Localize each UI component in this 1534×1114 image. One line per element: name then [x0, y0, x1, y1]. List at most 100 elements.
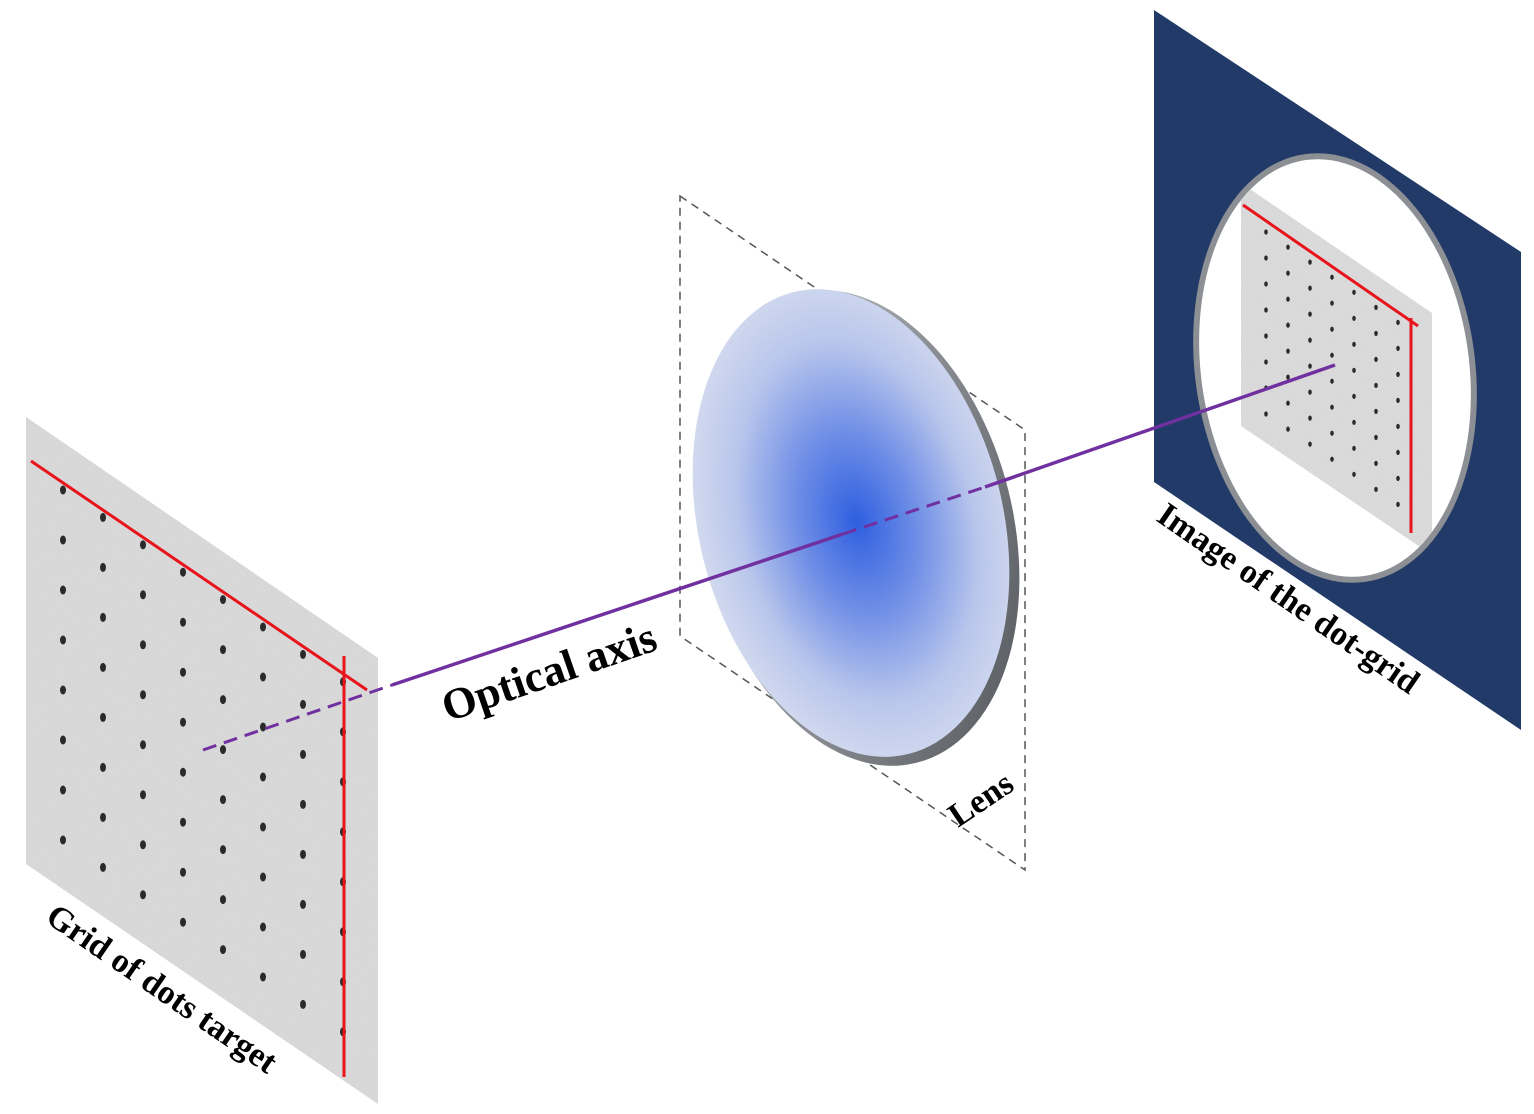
grid-dot	[1308, 311, 1312, 317]
grid-dot	[1396, 345, 1400, 351]
grid-dot	[1352, 393, 1356, 399]
grid-dot	[140, 840, 146, 850]
grid-dot	[220, 745, 226, 755]
optical-axis	[202, 363, 1336, 752]
grid-dot	[1396, 319, 1400, 325]
grid-dot	[1264, 281, 1268, 287]
grid-dot	[60, 485, 66, 495]
grid-dot	[1374, 304, 1378, 310]
grid-dot	[300, 699, 306, 709]
grid-dot	[60, 785, 66, 795]
grid-dot	[1330, 404, 1334, 410]
grid-dot	[1352, 289, 1356, 295]
lens-label: Lens	[942, 765, 1021, 835]
grid-dot	[260, 672, 266, 682]
grid-dot	[220, 945, 226, 955]
grid-dot	[60, 835, 66, 845]
grid-dot	[1396, 371, 1400, 377]
grid-dot	[1264, 359, 1268, 365]
target-red-line-top	[30, 459, 368, 692]
grid-dot	[300, 999, 306, 1009]
grid-dot	[140, 740, 146, 750]
grid-dot	[1286, 400, 1290, 406]
grid-dot	[60, 735, 66, 745]
grid-dot	[1286, 270, 1290, 276]
grid-dot	[1264, 307, 1268, 313]
axis-segment-target-to-lens	[391, 532, 844, 687]
grid-dot	[140, 590, 146, 600]
grid-dot	[1330, 300, 1334, 306]
image-dots	[1264, 229, 1400, 507]
grid-dot	[300, 899, 306, 909]
grid-dot	[180, 717, 186, 727]
grid-dot	[1330, 378, 1334, 384]
grid-dot	[220, 895, 226, 905]
grid-dot	[1330, 326, 1334, 332]
grid-dot	[140, 790, 146, 800]
axis-segment-behind-target	[202, 683, 393, 752]
dot-grid-target	[26, 417, 378, 1104]
grid-dot	[100, 712, 106, 722]
grid-dot	[1352, 367, 1356, 373]
grid-dot	[260, 822, 266, 832]
grid-dot	[1308, 441, 1312, 447]
grid-dot	[100, 512, 106, 522]
grid-dot	[60, 635, 66, 645]
grid-dot	[1396, 397, 1400, 403]
grid-dot	[1286, 426, 1290, 432]
grid-dot	[1374, 460, 1378, 466]
grid-dot	[180, 667, 186, 677]
grid-dot	[260, 722, 266, 732]
grid-dot	[1374, 382, 1378, 388]
lens-plane-dashed-frame	[679, 194, 1026, 872]
grid-dot	[180, 617, 186, 627]
grid-dot	[220, 645, 226, 655]
grid-dot	[1264, 333, 1268, 339]
grid-dot	[140, 890, 146, 900]
grid-dot	[1286, 348, 1290, 354]
grid-dot	[260, 972, 266, 982]
grid-dot	[60, 585, 66, 595]
imaged-grid-texture	[1241, 183, 1432, 555]
grid-dot	[140, 690, 146, 700]
grid-dot	[100, 762, 106, 772]
grid-dot	[100, 862, 106, 872]
grid-dot	[1264, 255, 1268, 261]
grid-dot	[1352, 419, 1356, 425]
image-plane	[1154, 10, 1521, 730]
grid-dot	[220, 845, 226, 855]
grid-dot	[1374, 356, 1378, 362]
grid-dot	[100, 812, 106, 822]
grid-dot	[140, 540, 146, 550]
grid-dot	[1374, 434, 1378, 440]
grid-dot	[1264, 411, 1268, 417]
grid-dot	[1330, 430, 1334, 436]
grid-dot	[1308, 337, 1312, 343]
grid-dot	[1286, 296, 1290, 302]
grid-dot	[220, 795, 226, 805]
image-red-line-top	[1242, 203, 1419, 328]
grid-dot	[1330, 274, 1334, 280]
grid-dot	[1308, 285, 1312, 291]
grid-dot	[220, 695, 226, 705]
grid-dot	[1352, 341, 1356, 347]
axis-segment-lens-to-image	[984, 363, 1336, 489]
grid-dot	[1396, 475, 1400, 481]
grid-dot	[100, 612, 106, 622]
grid-dot	[1308, 389, 1312, 395]
grid-dot	[1352, 315, 1356, 321]
grid-dot	[220, 595, 226, 605]
grid-dot	[1396, 501, 1400, 507]
grid-dot	[260, 622, 266, 632]
grid-dot	[1330, 456, 1334, 462]
grid-dot	[300, 949, 306, 959]
grid-dot	[60, 535, 66, 545]
grid-dot	[300, 649, 306, 659]
grid-dot	[140, 640, 146, 650]
grid-dot	[1396, 449, 1400, 455]
grid-dot	[1308, 259, 1312, 265]
grid-dot	[1286, 244, 1290, 250]
grid-dot	[1352, 471, 1356, 477]
grid-dot	[180, 767, 186, 777]
